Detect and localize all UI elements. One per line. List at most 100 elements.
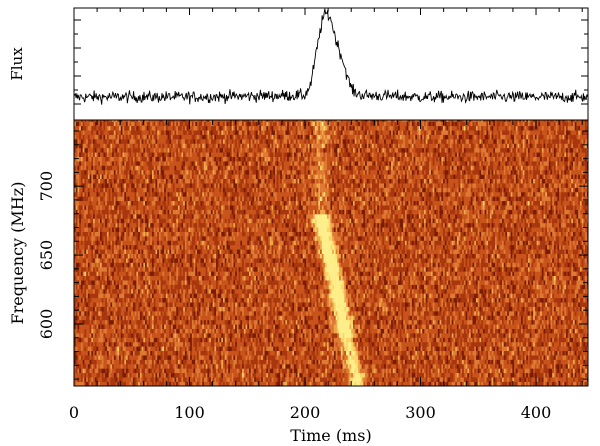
heatmap-cell [545, 319, 548, 325]
heatmap-cell [261, 372, 264, 378]
heatmap-cell [496, 346, 499, 352]
heatmap-cell [496, 315, 499, 321]
heatmap-cell [443, 363, 446, 369]
heatmap-cell [560, 324, 563, 329]
heatmap-cell [373, 328, 376, 334]
heatmap-cell [547, 381, 550, 386]
heatmap-cell [106, 359, 109, 365]
heatmap-cell [87, 381, 90, 386]
heatmap-cell [219, 346, 222, 352]
heatmap-cell [346, 350, 349, 356]
heatmap-cell [205, 328, 208, 334]
heatmap-cell [401, 341, 404, 347]
heatmap-cell [333, 372, 336, 378]
heatmap-cell [564, 328, 567, 334]
heatmap-cell [453, 377, 456, 382]
heatmap-cell [313, 368, 316, 374]
heatmap-cell [403, 381, 406, 386]
heatmap-cell [406, 315, 409, 321]
heatmap-cell [481, 337, 484, 343]
heatmap-cell [453, 363, 456, 369]
heatmap-cell [165, 324, 168, 329]
heatmap-cell [153, 372, 156, 378]
heatmap-cell [266, 337, 269, 343]
heatmap-cell [437, 377, 440, 382]
heatmap-cell [292, 381, 295, 386]
heatmap-cell [384, 346, 387, 352]
heatmap-cell [127, 381, 130, 386]
heatmap-cell [536, 368, 539, 374]
heatmap-cell [548, 372, 551, 378]
heatmap-cell [526, 359, 529, 365]
heatmap-cell [157, 359, 160, 365]
heatmap-cell [306, 333, 309, 338]
heatmap-cell [302, 381, 305, 386]
heatmap-cell [307, 346, 310, 352]
heatmap-cell [179, 311, 182, 316]
heatmap-cell [238, 346, 241, 352]
heatmap-cell [207, 359, 210, 365]
heatmap-cell [136, 363, 139, 369]
heatmap-cell [540, 341, 543, 347]
heatmap-cell [216, 311, 219, 316]
heatmap-cell [125, 328, 129, 334]
heatmap-cell [564, 372, 567, 378]
heatmap-cell [486, 381, 489, 386]
heatmap-cell [295, 350, 298, 356]
heatmap-cell [524, 341, 527, 347]
heatmap-cell [567, 359, 570, 365]
heatmap-cell [119, 372, 122, 378]
heatmap-cell [191, 363, 194, 369]
heatmap-cell [98, 350, 101, 356]
heatmap-cell [299, 363, 302, 369]
heatmap-cell [254, 333, 257, 338]
heatmap-cell [113, 319, 116, 325]
heatmap-cell [576, 368, 579, 374]
heatmap-cell [316, 337, 319, 343]
heatmap-cell [552, 333, 555, 338]
heatmap-cell [446, 368, 449, 374]
heatmap-cell [247, 346, 250, 352]
heatmap-cell [559, 359, 562, 365]
heatmap-cell [129, 363, 132, 369]
heatmap-cell [359, 315, 362, 321]
heatmap-cell [188, 359, 191, 365]
heatmap-cell [229, 363, 232, 369]
heatmap-cell [436, 368, 439, 374]
heatmap-cell [569, 319, 572, 325]
heatmap-cell [486, 341, 489, 347]
heatmap-cell [94, 311, 97, 316]
heatmap-cell [384, 333, 387, 338]
heatmap-cell [406, 350, 409, 356]
heatmap-cell [437, 341, 440, 347]
heatmap-cell [356, 324, 359, 329]
heatmap-cell [313, 341, 316, 347]
heatmap-cell [359, 319, 362, 325]
heatmap-cell [406, 341, 409, 347]
heatmap-cell [406, 337, 409, 343]
heatmap-cell [209, 350, 212, 356]
heatmap-cell [413, 355, 416, 360]
heatmap-cell [498, 381, 501, 386]
heatmap-cell [198, 328, 201, 334]
heatmap-cell [385, 311, 388, 316]
heatmap-cell [119, 377, 122, 382]
heatmap-cell [288, 359, 291, 365]
heatmap-cell [370, 324, 373, 329]
heatmap-cell [359, 324, 362, 329]
heatmap-cell [229, 368, 232, 374]
heatmap-cell [399, 359, 402, 365]
heatmap-cell [505, 328, 508, 334]
heatmap-cell [439, 328, 442, 334]
heatmap-cell [517, 319, 520, 325]
heatmap-cell [245, 333, 248, 338]
heatmap-cell [330, 324, 333, 329]
heatmap-cell [403, 368, 406, 374]
heatmap-cell [441, 372, 444, 378]
heatmap-cell [349, 359, 352, 365]
heatmap-cell [557, 333, 560, 338]
heatmap-cell [112, 372, 115, 378]
heatmap-cell [545, 363, 548, 369]
heatmap-cell [148, 328, 151, 334]
heatmap-cell [302, 355, 305, 360]
